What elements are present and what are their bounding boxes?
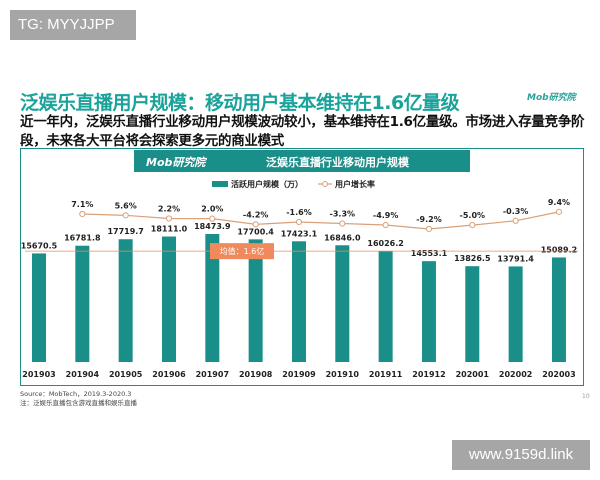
average-label: 均值：1.6亿 [220, 246, 265, 256]
legend-line-marker [322, 181, 328, 187]
bar-label-201906: 18111.0 [151, 225, 188, 234]
bar-label-202003: 15089.2 [541, 245, 577, 254]
growth-line [82, 211, 560, 230]
bar-label-201907: 18473.9 [194, 222, 231, 231]
x-tick-201912: 201912 [412, 370, 445, 379]
band-logo: Mob研究院 [146, 156, 206, 169]
x-tick-201908: 201908 [239, 370, 273, 379]
chart-frame [20, 148, 584, 386]
legend-bar-swatch [212, 181, 228, 187]
bar-201906 [161, 236, 176, 362]
source-text: Source：MobTech，2019.3-2020.3 [20, 390, 132, 398]
growth-point-201906 [165, 215, 173, 222]
bar-202001 [465, 266, 480, 362]
x-tick-201906: 201906 [152, 370, 186, 379]
legend-bar-label: 活跃用户规模（万） [231, 179, 303, 189]
growth-label-201904: 7.1% [71, 200, 93, 209]
bar-label-201911: 16026.2 [367, 239, 403, 248]
growth-label-202003: 9.4% [548, 198, 570, 207]
x-tick-202003: 202003 [542, 370, 575, 379]
growth-point-201912 [425, 225, 433, 233]
bar-label-201905: 17719.7 [107, 227, 143, 236]
x-tick-202001: 202001 [456, 370, 490, 379]
growth-point-201908 [252, 221, 259, 228]
growth-point-202003 [555, 208, 563, 215]
bar-label-201903: 15670.5 [21, 241, 58, 250]
growth-label-201908: -4.2% [243, 210, 269, 219]
growth-label-201910: -3.3% [330, 210, 356, 219]
bar-202003 [551, 257, 566, 362]
mob-logo: Mob研究院 [527, 93, 576, 103]
page-number: 10 [582, 393, 590, 400]
growth-point-202002 [512, 217, 519, 224]
bar-201903 [32, 253, 46, 362]
growth-point-201907 [209, 215, 216, 222]
bar-201905 [118, 239, 133, 362]
legend-line-label: 用户增长率 [334, 179, 375, 189]
watermark-bottom-right: www.9159d.link [452, 440, 590, 470]
bar-201912 [421, 261, 436, 362]
x-tick-201905: 201905 [109, 370, 143, 379]
subtitle: 近一年内，泛娱乐直播行业移动用户规模波动较小，基本维持在1.6亿量级。市场进入存… [20, 114, 585, 149]
chart-title-band: Mob研究院 泛娱乐直播行业移动用户规模 [134, 150, 470, 172]
bar-201910 [335, 245, 350, 362]
bar-label-201910: 16846.0 [324, 233, 361, 242]
bar-201907 [205, 234, 220, 362]
average-label-box [210, 243, 274, 260]
x-tick-202002: 202002 [499, 370, 532, 379]
x-tick-201909: 201909 [282, 370, 316, 379]
x-tick-201903: 201903 [22, 370, 55, 379]
x-tick-201911: 201911 [369, 370, 403, 379]
bar-label-201908: 17700.4 [237, 227, 274, 236]
growth-point-201911 [382, 221, 389, 229]
footer-notes: Source：MobTech，2019.3-2020.3 注：泛娱乐直播包含游戏… [20, 390, 137, 408]
growth-label-201909: -1.6% [286, 208, 312, 217]
growth-label-201912: -9.2% [416, 215, 442, 224]
growth-point-201904 [79, 210, 86, 218]
growth-label-201911: -4.9% [373, 211, 399, 220]
bar-202002 [508, 266, 523, 362]
x-tick-201910: 201910 [326, 370, 360, 379]
x-tick-201907: 201907 [196, 370, 229, 379]
bar-label-202001: 13826.5 [454, 254, 491, 263]
bar-201911 [378, 250, 393, 362]
bar-label-201909: 17423.1 [281, 229, 318, 238]
bar-label-201912: 14553.1 [411, 249, 448, 258]
bar-201908 [248, 239, 263, 362]
growth-label-201905: 5.6% [115, 201, 137, 210]
growth-label-201906: 2.2% [158, 204, 180, 213]
note-text: 注：泛娱乐直播包含游戏直播和娱乐直播 [20, 399, 137, 407]
watermark-top-left: TG: MYYJJPP [10, 10, 136, 40]
growth-label-201907: 2.0% [201, 205, 223, 214]
growth-point-201905 [122, 212, 129, 219]
growth-label-202001: -5.0% [460, 211, 486, 220]
chart-title: 泛娱乐直播行业移动用户规模 [266, 156, 409, 169]
bar-201904 [75, 245, 90, 362]
page-title: 泛娱乐直播用户规模：移动用户基本维持在1.6亿量级 [20, 92, 460, 114]
bar-label-202002: 13791.4 [497, 254, 534, 263]
growth-point-201909 [295, 218, 303, 226]
x-tick-201904: 201904 [66, 370, 100, 379]
bar-label-201904: 16781.8 [64, 234, 101, 243]
growth-point-201910 [339, 220, 346, 227]
growth-point-202001 [469, 222, 476, 229]
bar-201909 [291, 241, 306, 362]
growth-label-202002: -0.3% [503, 207, 529, 216]
